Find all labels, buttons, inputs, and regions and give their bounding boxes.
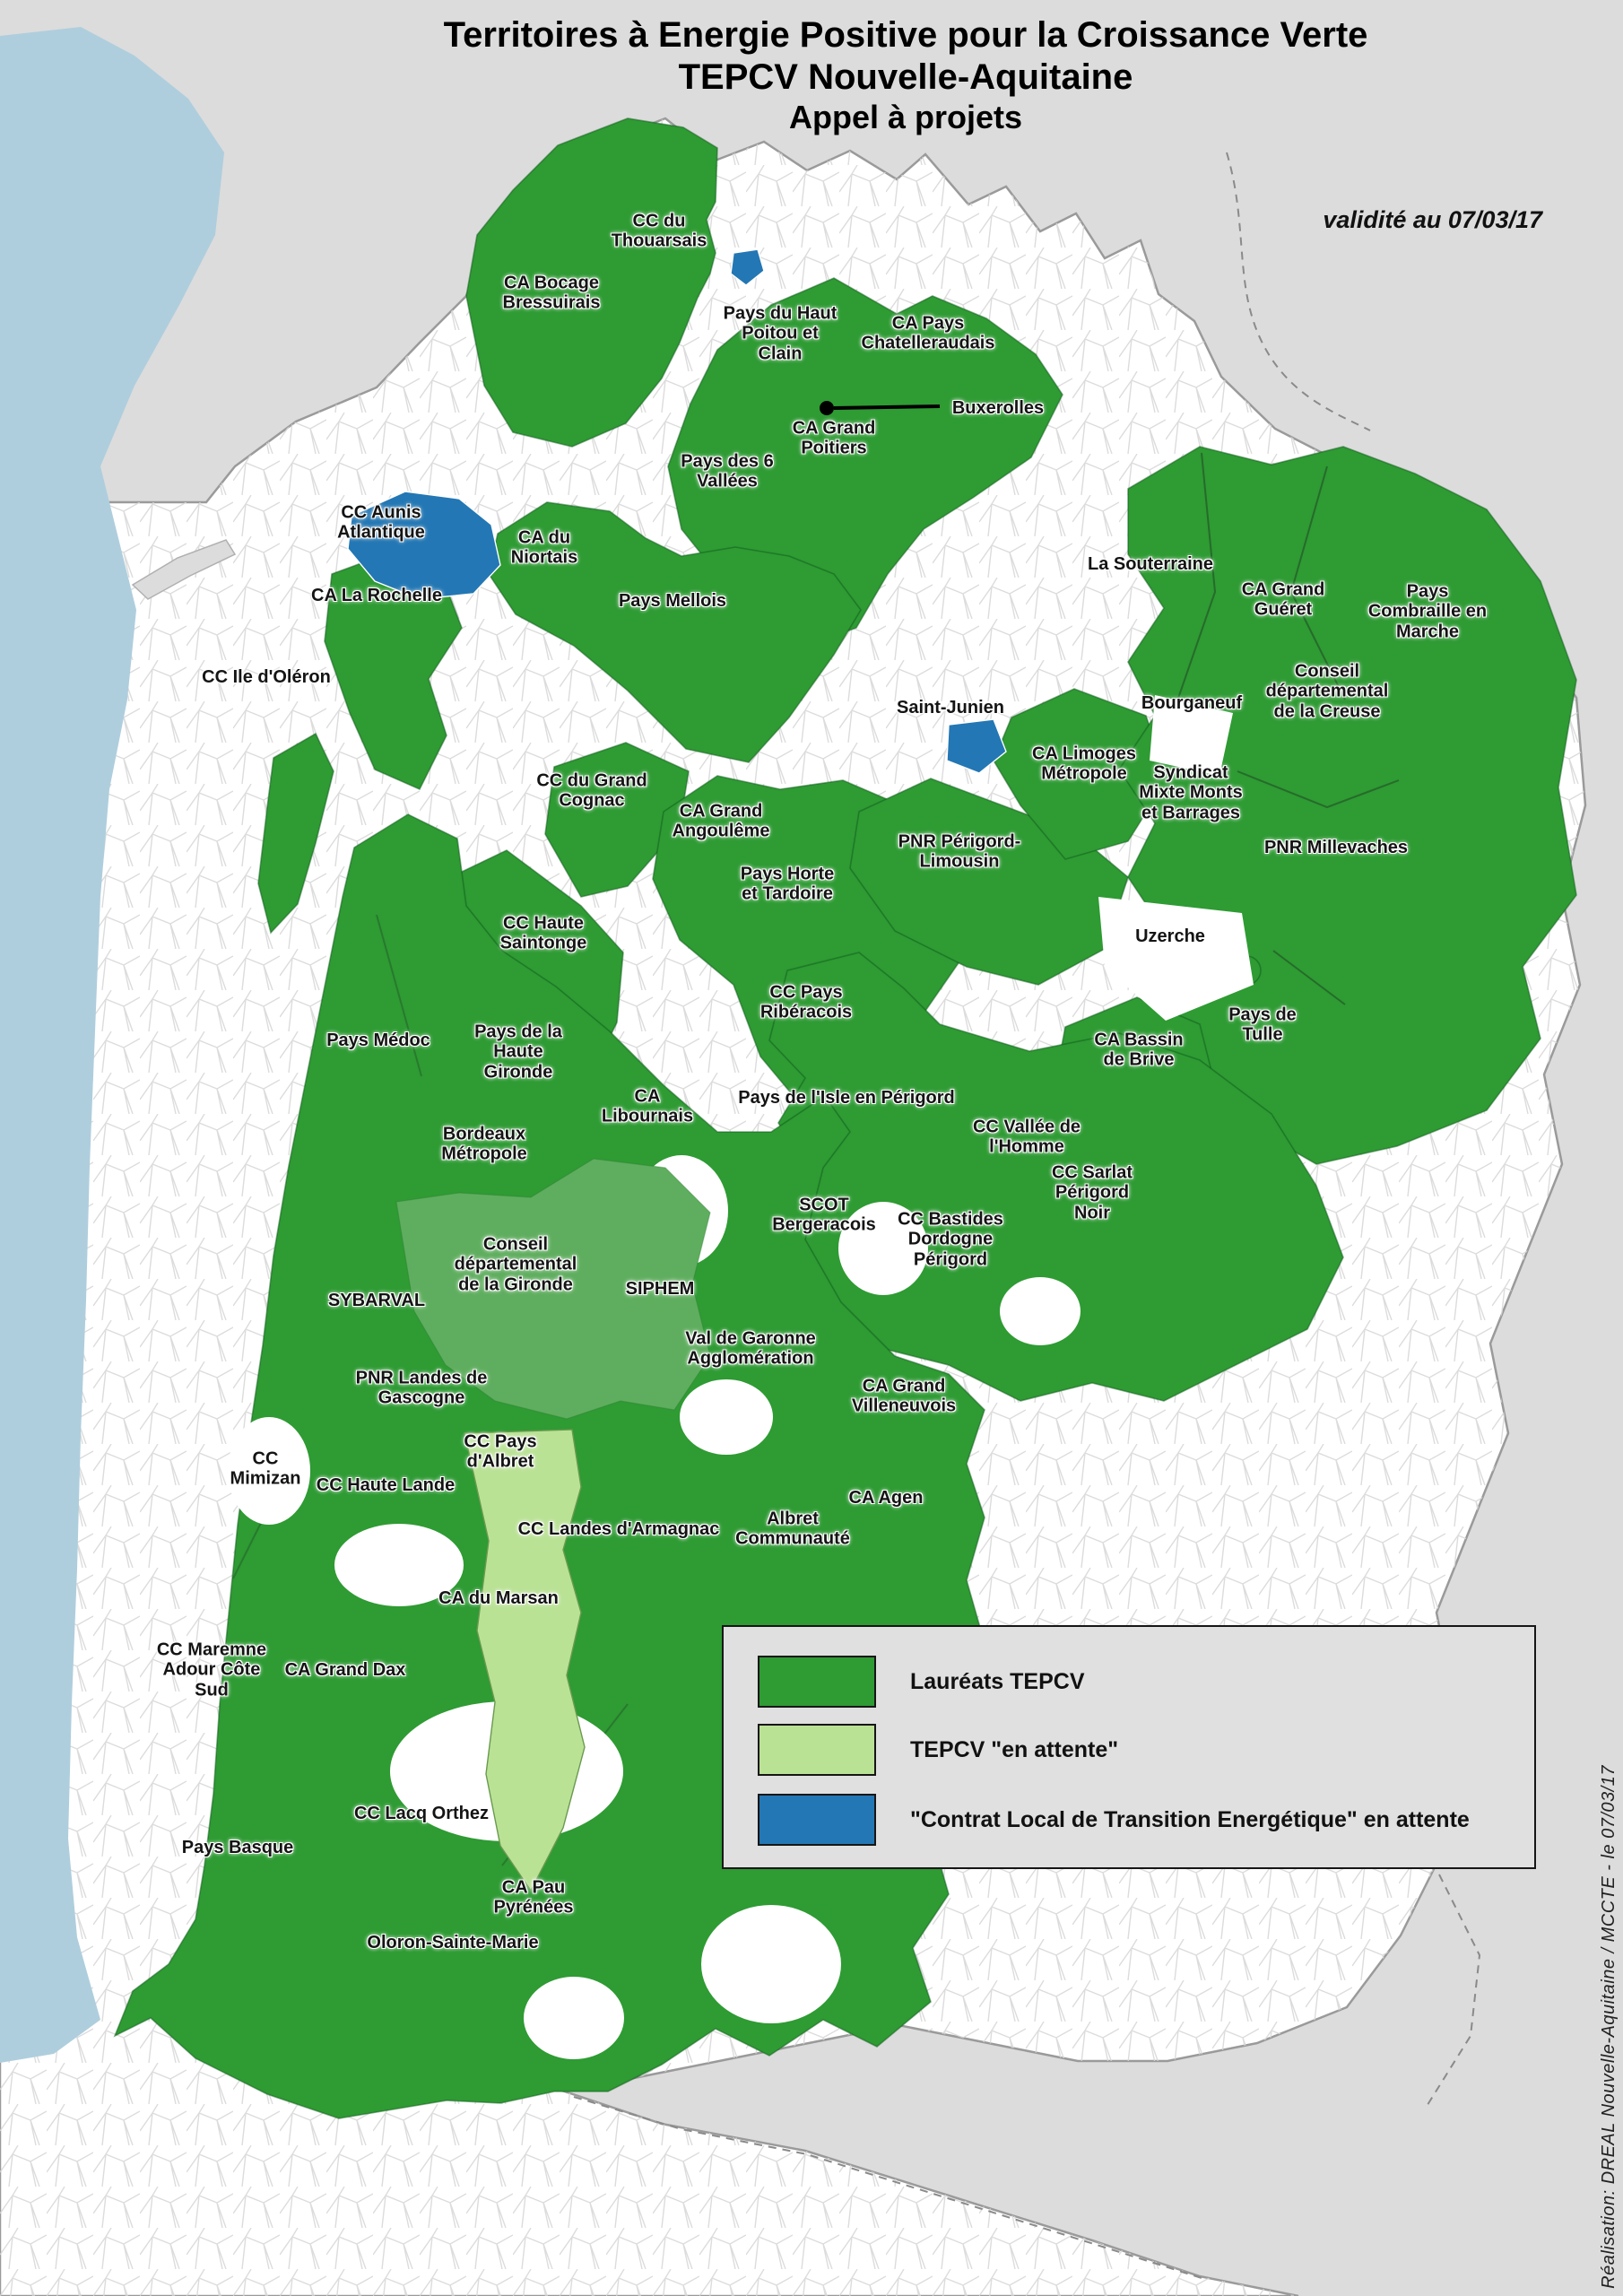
ile-de-re <box>131 539 237 600</box>
validity-date: validité au 07/03/17 <box>1323 206 1542 233</box>
buxerolles-marker <box>820 401 941 415</box>
buxerolles-dot <box>820 401 834 415</box>
legend-box: Lauréats TEPCV TEPCV "en attente" "Contr… <box>722 1625 1536 1869</box>
region-pays-albret-attente <box>464 1429 586 1892</box>
buxerolles-leader-line <box>833 404 941 410</box>
region-niortais-mellois <box>488 501 862 763</box>
dashed-border-ne <box>1226 152 1371 431</box>
region-limoges-metropole <box>993 688 1168 860</box>
atlantic-ocean <box>0 27 224 2063</box>
region-saint-junien-blue <box>946 718 1007 774</box>
region-bocage-bressuirais-thouarsais <box>465 117 718 448</box>
legend-label: "Contrat Local de Transition Energétique… <box>910 1806 1470 1832</box>
gap-uzerche-area <box>1098 897 1254 1021</box>
legend-label: TEPCV "en attente" <box>910 1736 1119 1762</box>
gap-garonne <box>680 1379 773 1455</box>
title-line-3: Appel à projets <box>788 99 1023 136</box>
credit-line: Réalisation: DREAL Nouvelle-Aquitaine / … <box>1599 1765 1619 2289</box>
gap-dordogne-1 <box>838 1202 928 1295</box>
gap-bourganeuf <box>1150 695 1233 776</box>
title-line-1: Territoires à Energie Positive pour la C… <box>443 15 1368 55</box>
region-ile-oleron <box>257 732 334 935</box>
gap-mimizan <box>228 1417 310 1525</box>
contrat-local-group <box>347 248 1007 774</box>
legend-swatch-laureat <box>758 1656 876 1708</box>
legend-label: Lauréats TEPCV <box>910 1668 1085 1694</box>
dashed-border-pyrenees <box>573 2096 1202 2279</box>
title-block: Territoires à Energie Positive pour la C… <box>188 14 1623 137</box>
region-airvaudais-blue <box>730 248 765 286</box>
region-aunis-atlantique-blue <box>347 491 501 600</box>
title-line-2: TEPCV Nouvelle-Aquitaine <box>678 57 1133 98</box>
region-cd-gironde-siphem-overlay <box>395 1158 711 1420</box>
dashed-borders-group <box>573 152 1481 2279</box>
legend-swatch-attente <box>758 1724 876 1776</box>
gap-bearn <box>701 1905 841 2023</box>
gap-landes-1 <box>334 1524 464 1606</box>
gap-soule <box>524 1977 624 2059</box>
legend-swatch-contrat <box>758 1794 876 1846</box>
epci-borders-creuse <box>1174 452 1400 1005</box>
legend-item: "Contrat Local de Transition Energétique… <box>758 1794 1470 1846</box>
dashed-border-se <box>1425 1874 1481 2109</box>
legend-item: Lauréats TEPCV <box>758 1656 1085 1708</box>
gap-dordogne-2 <box>1000 1277 1081 1345</box>
region-grand-cognac <box>544 742 690 898</box>
legend-item: TEPCV "en attente" <box>758 1724 1118 1776</box>
